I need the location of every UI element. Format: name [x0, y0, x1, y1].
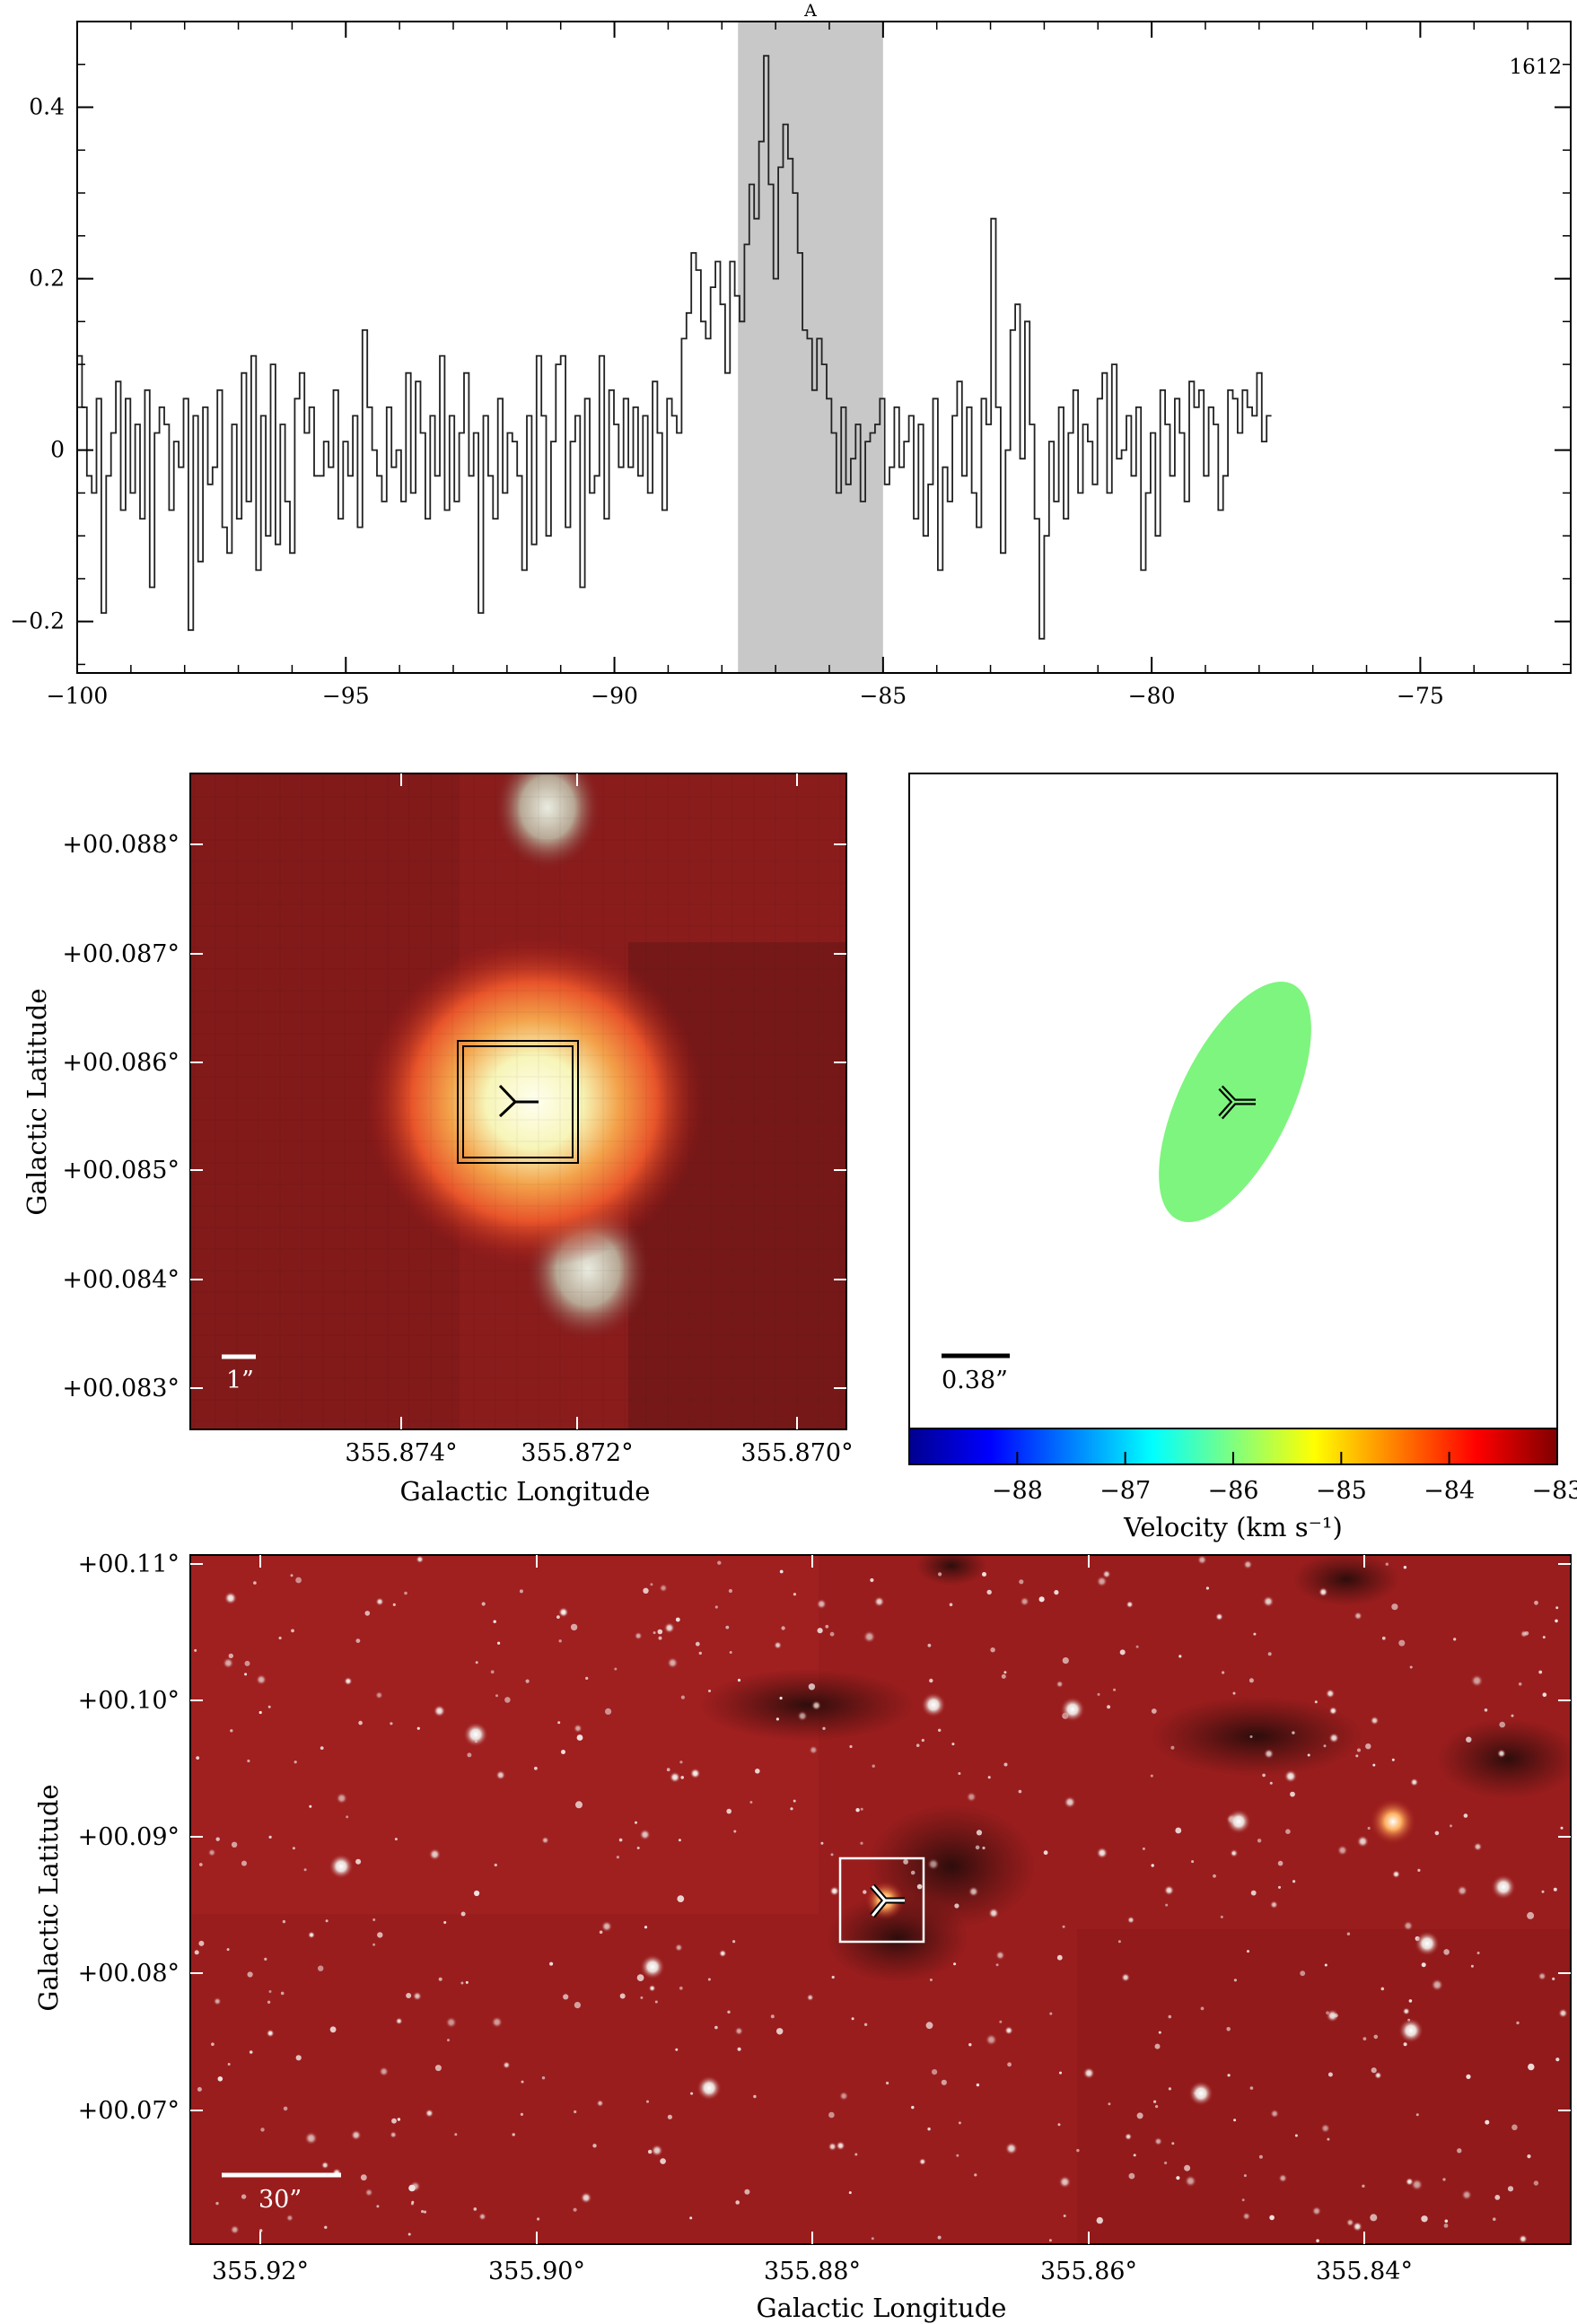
y-tick-label: +00.084° — [62, 1266, 180, 1294]
x-tick-label: 355.92° — [212, 2258, 309, 2285]
colorbar-tick-label: −84 — [1424, 1477, 1475, 1505]
y-tick-label: +00.08° — [78, 1960, 180, 1988]
spectrum-panel: A −100 −95 −90 −85 −80 −75 −0.2 0 0.2 0.4 1612 — [10, 1, 1572, 709]
y-tick-label: −0.2 — [10, 608, 65, 634]
x-tick-label: 355.84° — [1316, 2258, 1413, 2285]
x-tick-label: −100 — [47, 683, 109, 709]
spectrum-y-ticks: −0.2 0 0.2 0.4 — [10, 21, 1571, 666]
colorbar-tick-label: −87 — [1100, 1477, 1151, 1505]
y-tick-label: +00.07° — [78, 2097, 180, 2125]
wide-scalebar-label: 30” — [258, 2186, 302, 2214]
colorbar-ticks: −88 −87 −86 −85 −84 −83 — [992, 1452, 1577, 1505]
x-tick-label: 355.874° — [345, 1439, 457, 1467]
y-tick-label: +00.083° — [62, 1375, 180, 1402]
zoom-frame — [189, 773, 847, 1430]
y-tick-label: +00.086° — [62, 1049, 180, 1077]
zoom-x-ticks: 355.874° 355.872° 355.870° — [345, 773, 854, 1467]
spectrum-x-ticks: −100 −95 −90 −85 −80 −75 — [47, 22, 1529, 709]
colorbar-tick-label: −86 — [1208, 1477, 1259, 1505]
zoom-scalebar-label: 1” — [226, 1367, 254, 1394]
x-tick-label: 355.870° — [740, 1439, 853, 1467]
star-field — [194, 1555, 1568, 2244]
y-tick-label: 0.2 — [29, 266, 65, 292]
y-tick-label: 0 — [50, 437, 65, 463]
zoom-x-axis-label: Galactic Longitude — [400, 1476, 651, 1507]
wide-frame — [189, 1554, 1572, 2245]
y-tick-label: 0.4 — [29, 94, 65, 120]
zoom-y-ticks: +00.088° +00.087° +00.086° +00.085° +00.084°… — [62, 831, 846, 1402]
y-tick-label: +00.087° — [62, 940, 180, 968]
wide-y-ticks: +00.11° +00.10° +00.09° +00.08° +00.07° — [78, 1551, 1571, 2125]
x-tick-label: −95 — [322, 683, 370, 709]
highlight-region — [738, 22, 883, 673]
x-tick-label: 355.872° — [521, 1439, 633, 1467]
y-tick-label: +00.10° — [78, 1687, 180, 1715]
wide-image-panel: 30” +00.11°+00.10°+00.09°+00.08°+00.07° … — [33, 1551, 1572, 2323]
x-tick-label: −75 — [1397, 683, 1444, 709]
spectrum-series-line — [77, 55, 1272, 640]
zoom-image-panel: 1” +00.088°+00.087°+00.086°+00.085°+00.0… — [22, 773, 854, 1507]
colorbar-tick-label: −88 — [992, 1477, 1043, 1505]
colorbar-tick-label: −85 — [1316, 1477, 1367, 1505]
zoom-image — [190, 773, 846, 1429]
y-tick-label: +00.085° — [62, 1157, 180, 1184]
velocity-map-panel: 0.38” −88 −87 −86 −85 −84 −83 Velocity (km s⁻… — [908, 773, 1577, 1542]
x-tick-label: 355.86° — [1040, 2258, 1137, 2285]
velocity-scalebar-label: 0.38” — [942, 1367, 1008, 1394]
colorbar-label: Velocity (km s⁻¹) — [1123, 1512, 1343, 1542]
wide-x-ticks: 355.92° 355.90° 355.88° 355.86° 355.84° — [212, 1555, 1413, 2285]
x-tick-label: 355.90° — [488, 2258, 585, 2285]
zoom-y-axis-label: Galactic Latitude — [22, 988, 52, 1215]
x-tick-label: −80 — [1128, 683, 1176, 709]
wide-target-box — [838, 1857, 925, 1944]
wide-y-axis-label: Galactic Latitude — [33, 1784, 64, 2011]
wide-x-axis-label: Galactic Longitude — [757, 2293, 1007, 2323]
source-marker-icon — [498, 1084, 539, 1118]
zoom-target-box — [457, 1040, 579, 1164]
x-tick-label: −85 — [859, 683, 907, 709]
y-tick-label: +00.09° — [78, 1823, 180, 1851]
y-tick-label: +00.088° — [62, 831, 180, 859]
x-tick-label: −90 — [591, 683, 638, 709]
bright-red-star — [1370, 1798, 1416, 1845]
highlight-label: A — [803, 1, 817, 21]
spectrum-frame — [76, 21, 1572, 674]
x-tick-label: 355.88° — [764, 2258, 861, 2285]
spectrum-corner-label: 1612 — [1509, 56, 1562, 79]
colorbar-tick-label: −83 — [1532, 1477, 1577, 1505]
y-tick-label: +00.11° — [78, 1551, 180, 1578]
